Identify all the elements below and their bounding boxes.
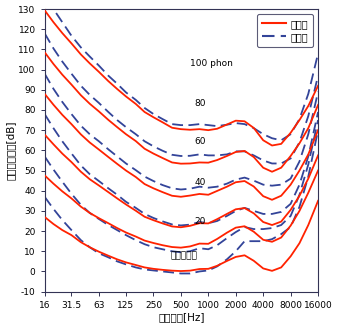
- Text: 80: 80: [194, 99, 206, 108]
- Text: 40: 40: [194, 178, 206, 187]
- Text: 100 phon: 100 phon: [190, 59, 233, 68]
- Legend: 新規格, 旧規格: 新規格, 旧規格: [257, 14, 313, 47]
- Text: 60: 60: [194, 137, 206, 146]
- Text: 最小可聴値: 最小可聴値: [170, 251, 197, 260]
- X-axis label: 周波数　[Hz]: 周波数 [Hz]: [158, 313, 204, 322]
- Text: 20: 20: [194, 217, 206, 226]
- Y-axis label: 音圧レベル　[dB]: 音圧レベル [dB]: [5, 121, 16, 180]
